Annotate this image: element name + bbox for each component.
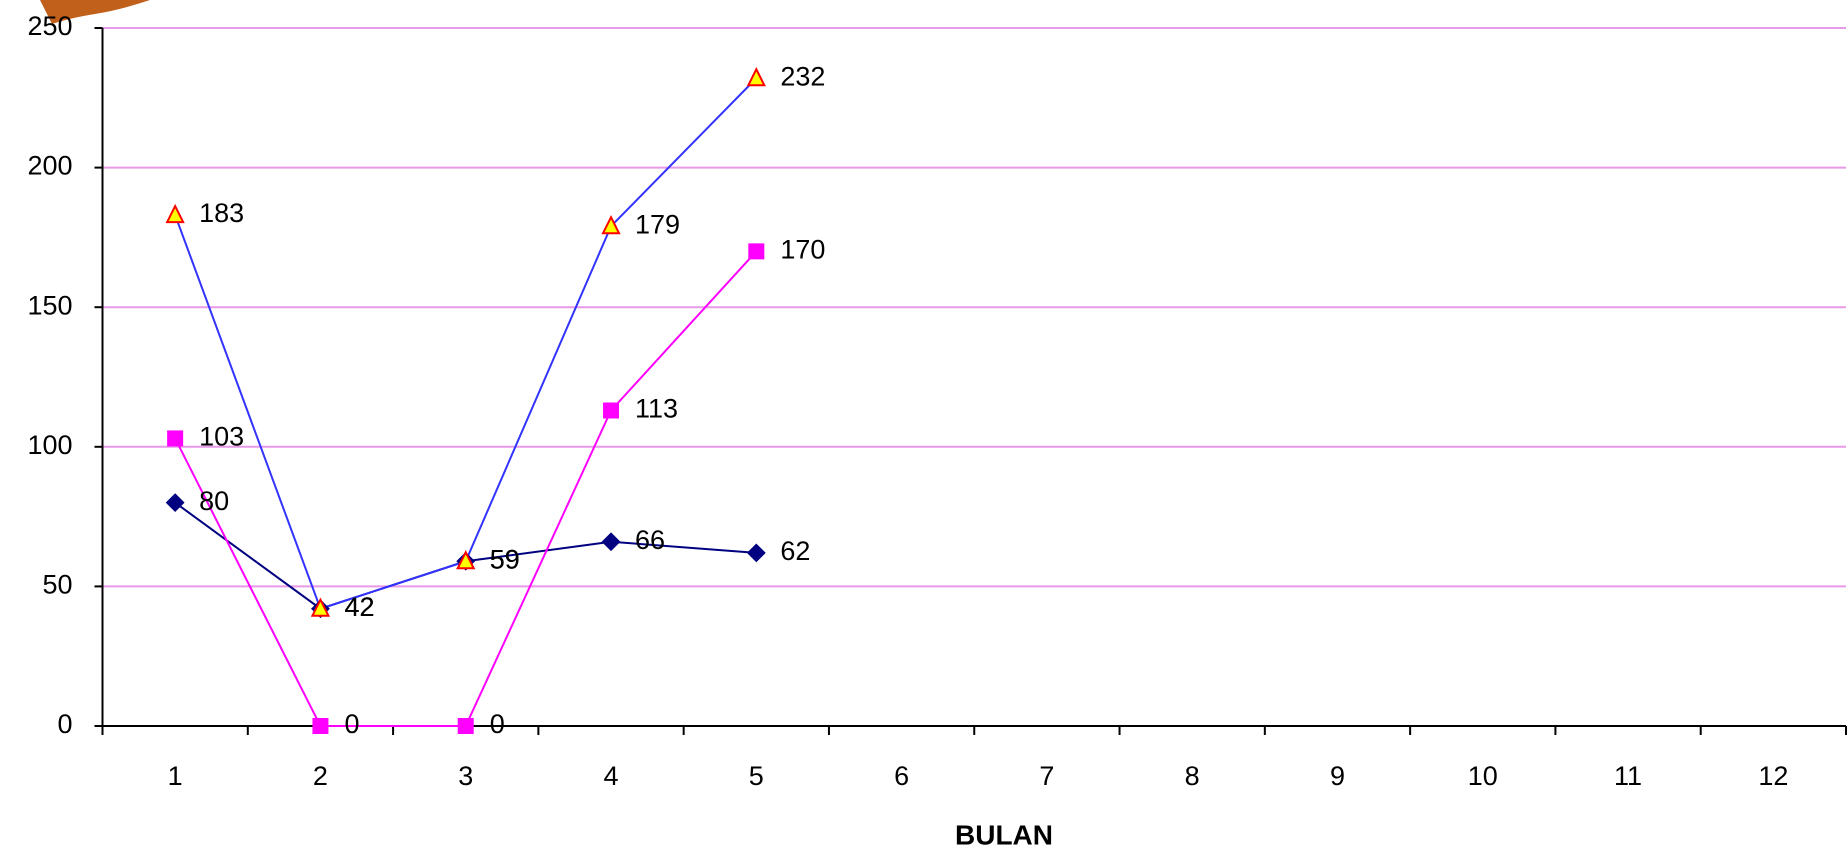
y-tick-label: 150 [27,290,72,320]
marker [603,402,620,419]
marker [310,597,331,617]
decoration [40,0,150,24]
x-tick-label: 4 [604,761,619,791]
marker [746,543,766,563]
marker [746,67,766,87]
marker [457,718,474,734]
x-tick-label: 6 [894,761,909,791]
x-tick-label: 9 [1330,761,1345,791]
x-tick-label: 1 [168,761,183,791]
marker [312,718,329,734]
y-tick-label: 0 [57,709,72,739]
y-tick-label: 100 [27,430,72,460]
data-label: 59 [490,544,520,574]
marker [601,532,621,552]
marker [165,493,185,513]
data-label: 179 [635,209,680,239]
x-tick-label: 5 [749,761,764,791]
marker [748,243,765,260]
y-tick-label: 50 [42,570,72,600]
data-label: 0 [490,709,505,739]
data-label: 80 [199,486,229,516]
series-line [174,77,758,610]
x-tick-label: 3 [458,761,473,791]
marker [165,203,185,224]
data-label: 113 [635,394,678,424]
data-label: 170 [780,234,825,264]
marker [456,550,476,570]
data-label: 0 [344,709,359,739]
data-label: 183 [199,198,244,228]
series-line [174,250,758,727]
data-label: 42 [344,592,374,622]
marker [601,214,621,235]
x-axis-title: BULAN [955,819,1053,850]
data-label: 62 [780,536,810,566]
data-label: 103 [199,422,244,452]
x-tick-label: 7 [1039,761,1054,791]
data-label: 42 [344,592,374,622]
data-label: 232 [780,61,825,91]
marker [167,430,184,447]
x-tick-label: 8 [1185,761,1200,791]
x-tick-label: 11 [1614,761,1642,791]
y-tick-label: 200 [27,151,72,181]
x-tick-label: 10 [1468,761,1498,791]
data-label: 59 [490,544,520,574]
x-tick-label: 2 [313,761,328,791]
x-tick-label: 12 [1758,761,1788,791]
data-label: 66 [635,525,665,555]
y-tick-label: 250 [27,11,72,41]
